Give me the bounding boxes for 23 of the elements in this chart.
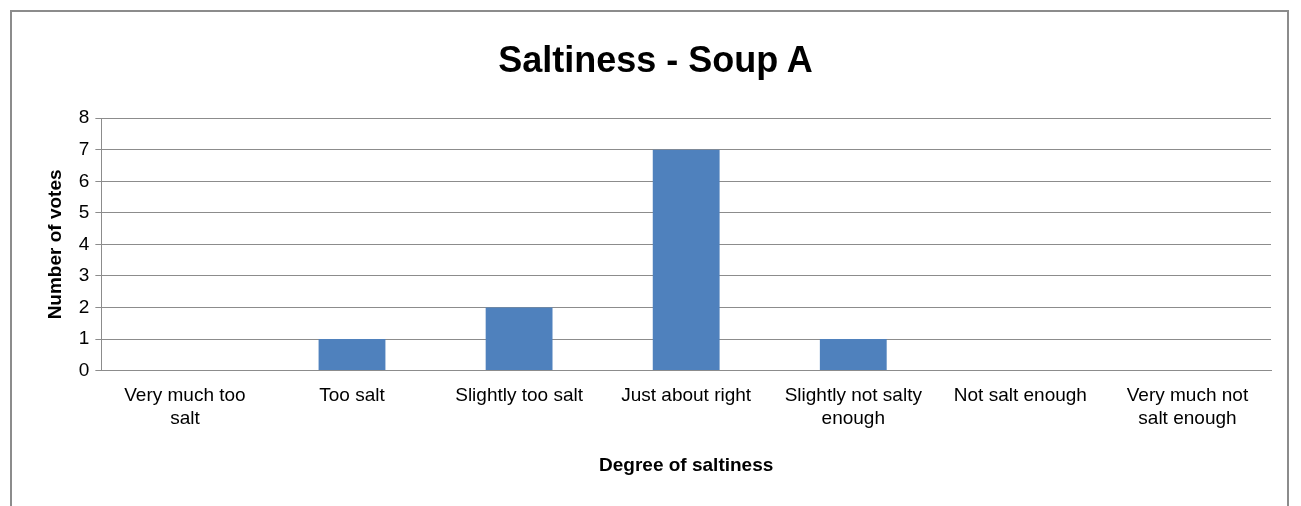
x-axis-title: Degree of saltiness: [599, 453, 774, 475]
bar: [652, 149, 720, 371]
bar: [819, 339, 887, 371]
x-tick-label: Just about right: [621, 384, 752, 406]
x-tick-label: Slightly not salty enough: [784, 384, 923, 429]
x-tick-label: Slightly too salt: [455, 384, 584, 406]
bar: [485, 307, 553, 371]
y-tick-label: 7: [78, 137, 90, 159]
y-tick-label: 0: [78, 358, 90, 380]
y-tick-label: 8: [78, 106, 90, 128]
y-tick-label: 4: [78, 232, 90, 254]
y-tick-label: 6: [78, 169, 90, 191]
y-tick-label: 5: [78, 201, 90, 223]
x-tick-label: Not salt enough: [953, 384, 1087, 406]
x-tick-label: Very much too salt: [124, 384, 246, 429]
x-tick-label: Very much not salt enough: [1126, 384, 1249, 429]
y-tick-label: 2: [78, 295, 90, 317]
chart-title: Saltiness - Soup A: [498, 38, 813, 80]
y-axis-title: Number of votes: [43, 169, 65, 320]
y-tick-label: 1: [78, 327, 90, 349]
x-tick-label: Too salt: [319, 384, 386, 406]
bar: [318, 339, 386, 371]
y-tick-label: 3: [78, 264, 90, 286]
